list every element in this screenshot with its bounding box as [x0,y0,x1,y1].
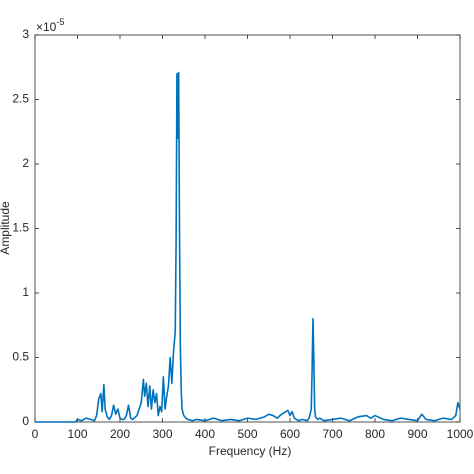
x-tick-label: 0 [32,427,39,441]
y-axis-label: Amplitude [0,201,12,255]
y-tick-label: 1.5 [12,221,29,235]
y-tick-label: 0 [22,414,29,428]
x-tick-label: 900 [407,427,427,441]
x-tick-label: 1000 [447,427,474,441]
y-tick-label: 2 [22,156,29,170]
y-tick-label: 2.5 [12,92,29,106]
y-multiplier: ×10-5 [36,17,64,34]
y-tick-label: 3 [22,27,29,41]
x-axis-label: Frequency (Hz) [209,444,292,458]
x-tick-label: 800 [365,427,385,441]
x-tick-label: 500 [237,427,257,441]
x-tick-label: 200 [110,427,130,441]
x-tick-label: 100 [67,427,87,441]
y-multiplier-exponent: -5 [56,17,64,27]
y-multiplier-base: ×10 [36,20,57,34]
y-tick-label: 1 [22,285,29,299]
x-tick-label: 700 [322,427,342,441]
plot-box [34,34,461,423]
x-tick-label: 300 [152,427,172,441]
x-tick-label: 400 [195,427,215,441]
x-tick-label: 600 [280,427,300,441]
data-line [35,71,461,423]
y-tick-label: 0.5 [12,350,29,364]
